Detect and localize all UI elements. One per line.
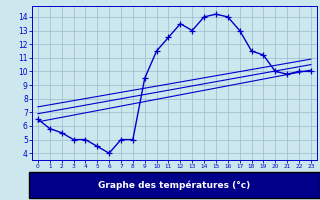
Text: Graphe des températures (°c): Graphe des températures (°c) [98,180,251,190]
